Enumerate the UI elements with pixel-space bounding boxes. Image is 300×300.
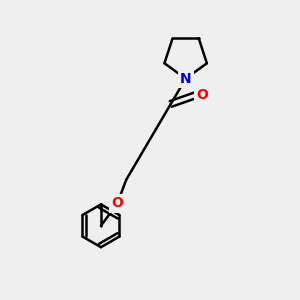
Text: O: O bbox=[196, 88, 208, 102]
Text: O: O bbox=[111, 196, 123, 211]
Text: N: N bbox=[180, 72, 191, 86]
